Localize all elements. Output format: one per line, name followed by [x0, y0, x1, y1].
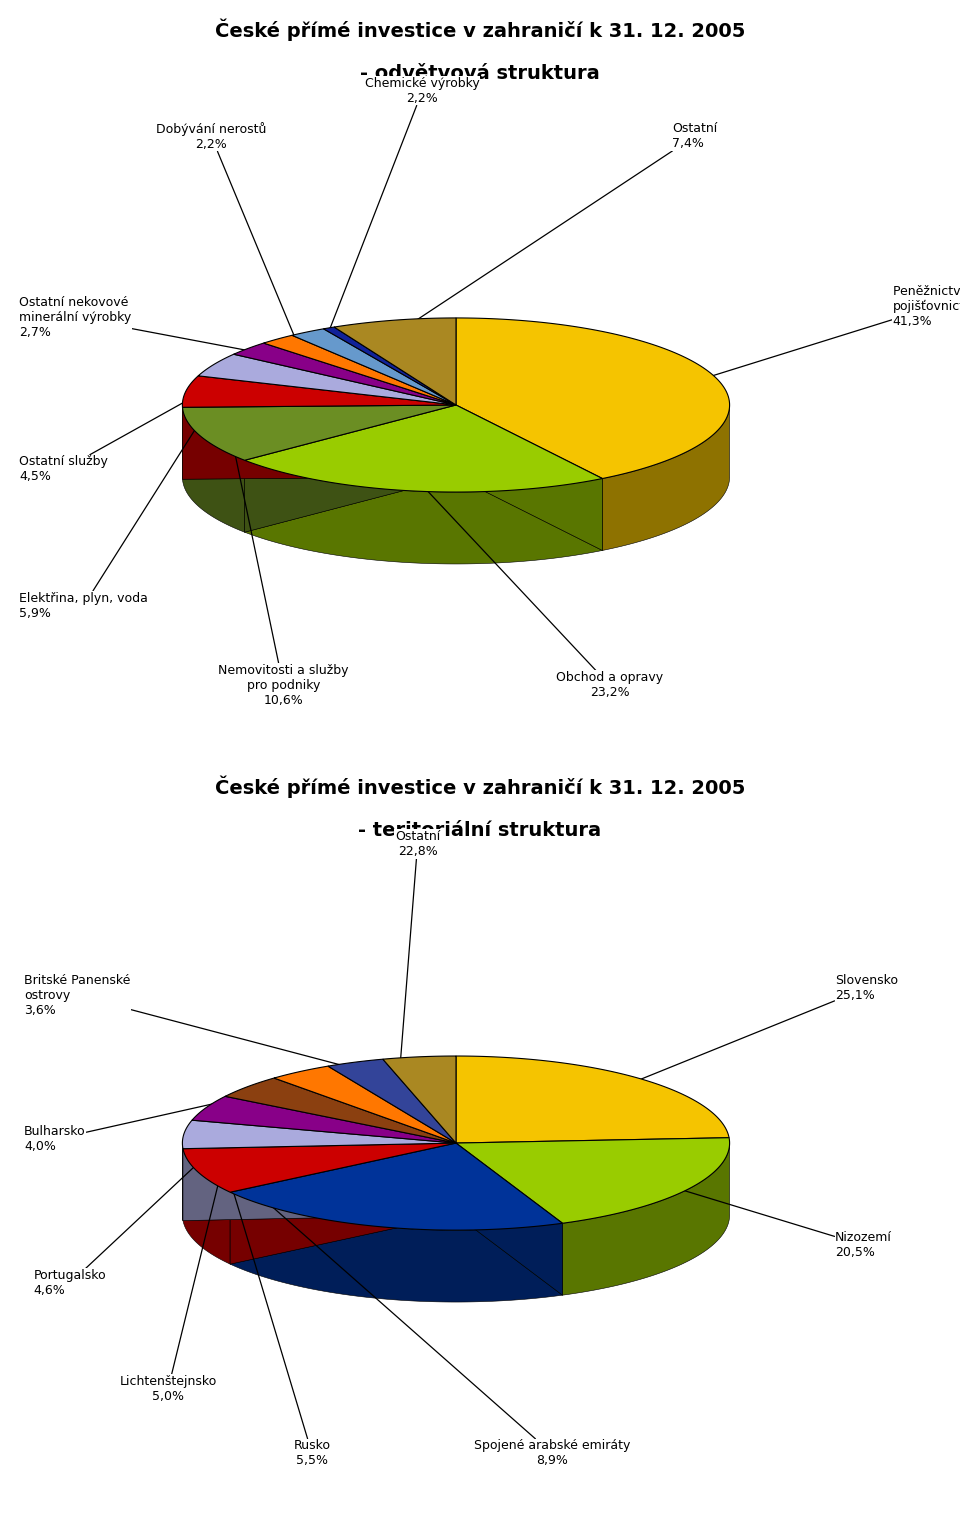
Polygon shape: [183, 1149, 230, 1264]
Text: Ostatní
22,8%: Ostatní 22,8%: [388, 830, 441, 1217]
Polygon shape: [182, 404, 456, 480]
Text: Chemické výrobky
2,2%: Chemické výrobky 2,2%: [325, 77, 480, 341]
Polygon shape: [182, 404, 456, 480]
Polygon shape: [230, 1192, 563, 1302]
Polygon shape: [324, 327, 456, 404]
Polygon shape: [603, 404, 730, 551]
Polygon shape: [182, 375, 456, 407]
Polygon shape: [182, 1120, 456, 1149]
Polygon shape: [226, 1078, 456, 1143]
Polygon shape: [383, 1057, 456, 1143]
Polygon shape: [230, 1143, 456, 1264]
Polygon shape: [183, 1143, 456, 1220]
Polygon shape: [230, 1143, 456, 1264]
Polygon shape: [292, 329, 456, 404]
Text: Dobývání nerostů
2,2%: Dobývání nerostů 2,2%: [156, 121, 299, 347]
Polygon shape: [245, 460, 603, 563]
Polygon shape: [233, 344, 456, 404]
Polygon shape: [230, 1143, 563, 1229]
Polygon shape: [182, 404, 456, 460]
Text: Lichtenštejnsko
5,0%: Lichtenštejnsko 5,0%: [119, 1113, 236, 1403]
Polygon shape: [456, 318, 730, 478]
Text: Ostatní nekovové
minerální výrobky
2,7%: Ostatní nekovové minerální výrobky 2,7%: [19, 297, 273, 356]
Polygon shape: [274, 1066, 456, 1143]
Text: Bulharsko
4,0%: Bulharsko 4,0%: [24, 1079, 319, 1154]
Polygon shape: [563, 1142, 730, 1294]
Polygon shape: [456, 1057, 729, 1143]
Polygon shape: [264, 335, 456, 404]
Polygon shape: [183, 1143, 456, 1192]
Text: - odvětvová struktura: - odvětvová struktura: [360, 64, 600, 83]
Text: Obchod a opravy
23,2%: Obchod a opravy 23,2%: [418, 480, 663, 699]
Text: Peněžnictví a
pojišťovnictví
41,3%: Peněžnictví a pojišťovnictví 41,3%: [687, 285, 960, 383]
Polygon shape: [183, 1143, 456, 1220]
Polygon shape: [334, 318, 456, 404]
Text: Nizozemí
20,5%: Nizozemí 20,5%: [660, 1184, 892, 1260]
Polygon shape: [245, 404, 456, 533]
Text: Elektřina, plyn, voda
5,9%: Elektřina, plyn, voda 5,9%: [19, 394, 218, 619]
Text: Slovensko
25,1%: Slovensko 25,1%: [621, 974, 899, 1087]
Polygon shape: [245, 404, 456, 533]
Text: Ostatní služby
4,5%: Ostatní služby 4,5%: [19, 369, 243, 483]
Text: Britské Panenské
ostrovy
3,6%: Britské Panenské ostrovy 3,6%: [24, 974, 367, 1072]
Text: Nemovitosti a služby
pro podniky
10,6%: Nemovitosti a služby pro podniky 10,6%: [218, 431, 348, 707]
Text: České přímé investice v zahraničí k 31. 12. 2005: České přímé investice v zahraničí k 31. …: [215, 20, 745, 41]
Polygon shape: [456, 1137, 730, 1223]
Polygon shape: [456, 404, 603, 551]
Polygon shape: [456, 1143, 563, 1294]
Polygon shape: [182, 407, 245, 533]
Text: Spojené arabské emiráty
8,9%: Spojené arabské emiráty 8,9%: [228, 1169, 630, 1467]
Polygon shape: [198, 354, 456, 404]
Polygon shape: [456, 404, 603, 551]
Polygon shape: [245, 404, 603, 492]
Polygon shape: [328, 1060, 456, 1143]
Text: - teritoriální struktura: - teritoriální struktura: [358, 821, 602, 840]
Text: Rusko
5,5%: Rusko 5,5%: [216, 1136, 330, 1467]
Text: České přímé investice v zahraničí k 31. 12. 2005: České přímé investice v zahraničí k 31. …: [215, 777, 745, 798]
Polygon shape: [192, 1096, 456, 1143]
Text: Portugalsko
4,6%: Portugalsko 4,6%: [34, 1093, 273, 1297]
Text: Ostatní
7,4%: Ostatní 7,4%: [401, 123, 717, 330]
Polygon shape: [456, 1143, 563, 1294]
